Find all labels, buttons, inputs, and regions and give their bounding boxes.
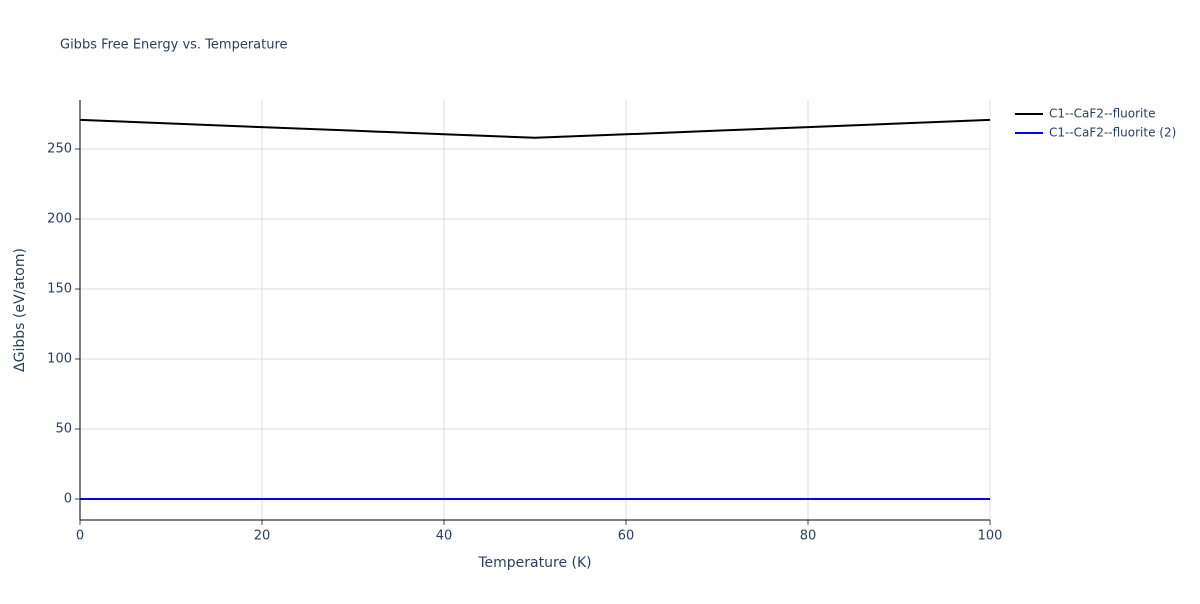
legend-label: C1--CaF2--fluorite (2) [1049,126,1176,140]
legend-label: C1--CaF2--fluorite [1049,107,1155,121]
series-line [79,118,991,139]
y-tick-label: 50 [55,422,72,437]
chart-title: Gibbs Free Energy vs. Temperature [60,38,288,53]
y-tick-label: 250 [47,142,72,157]
x-tick-label: 60 [618,529,635,544]
plot-area [79,118,991,500]
y-tick-label: 150 [47,282,72,297]
legend: C1--CaF2--fluorite C1--CaF2--fluorite (2) [1015,107,1176,140]
y-axis-title: ΔGibbs (eV/atom) [12,248,28,372]
x-axis-title: Temperature (K) [477,555,591,571]
y-tick-label: 0 [64,492,72,507]
y-tick-label: 200 [47,212,72,227]
x-tick-label: 40 [436,529,453,544]
grid [75,100,991,525]
x-tick-label: 100 [978,529,1003,544]
x-tick-label: 80 [800,529,817,544]
y-tick-label: 100 [47,352,72,367]
x-tick-label: 0 [76,529,84,544]
x-tick-label: 20 [254,529,271,544]
